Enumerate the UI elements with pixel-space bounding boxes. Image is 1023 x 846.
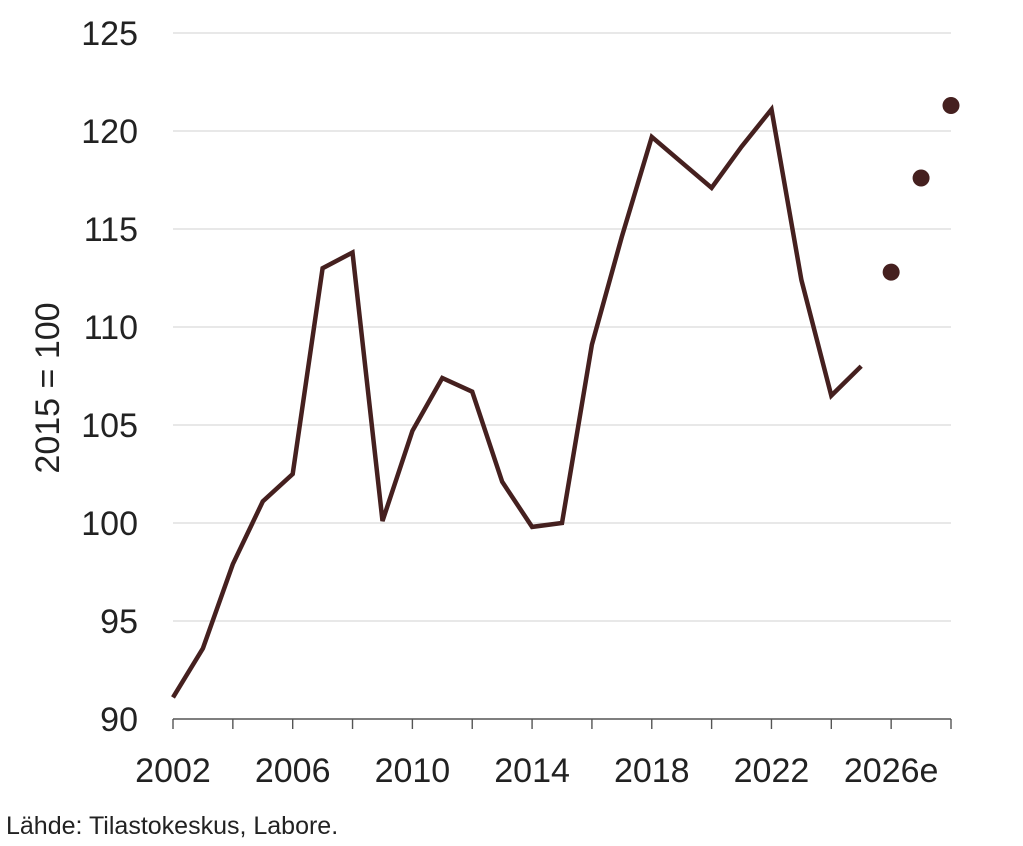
x-tick-label: 2010: [375, 752, 451, 790]
x-tick-label: 2002: [135, 752, 211, 790]
historical-line: [171, 104, 863, 699]
x-tick-label: 2026e: [844, 752, 939, 790]
x-axis-tick-labels: 2002 2006 2010 2014 2018 2022 2026e: [135, 752, 938, 790]
x-tick-label: 2018: [614, 752, 690, 790]
forecast-point: [882, 263, 900, 281]
y-tick-label: 105: [81, 407, 138, 445]
y-tick-label: 110: [84, 309, 138, 347]
y-tick-label: 95: [100, 603, 138, 641]
y-tick-label: 115: [84, 211, 138, 249]
x-tick-label: 2014: [494, 752, 570, 790]
series-group: [171, 97, 960, 699]
forecast-point: [912, 169, 930, 187]
y-tick-label: 100: [81, 505, 138, 543]
x-axis: [172, 718, 952, 729]
x-tick-label: 2022: [734, 752, 810, 790]
forecast-point: [942, 97, 960, 115]
x-tick-label: 2006: [255, 752, 331, 790]
gridlines: [173, 32, 951, 622]
y-axis-title: 2015 = 100: [29, 302, 67, 473]
y-tick-label: 90: [100, 701, 138, 739]
source-note: Lähde: Tilastokeskus, Labore.: [6, 812, 339, 840]
y-tick-label: 120: [81, 113, 138, 151]
y-tick-label: 125: [81, 15, 138, 53]
y-axis-tick-labels: 90 95 100 105 110 115 120 125: [81, 15, 138, 739]
